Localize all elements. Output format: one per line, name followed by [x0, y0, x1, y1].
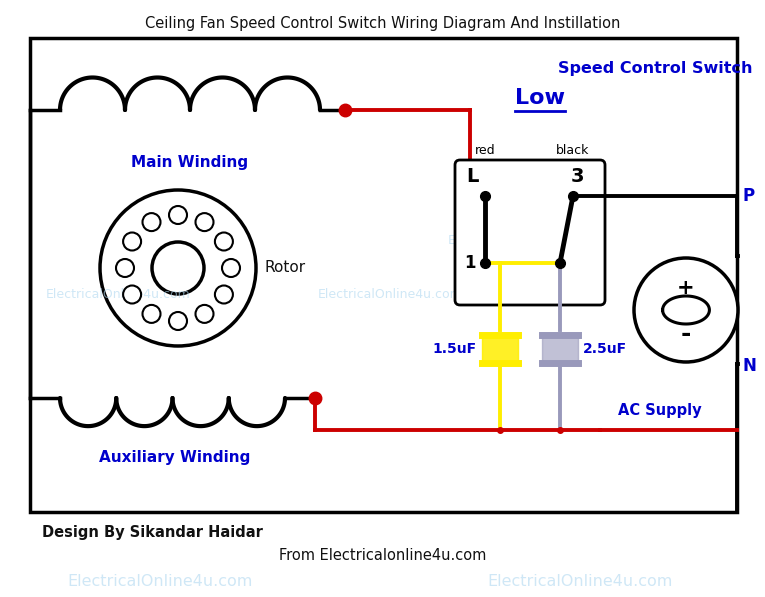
Text: Speed Control Switch: Speed Control Switch — [558, 60, 752, 75]
Text: AC Supply: AC Supply — [618, 402, 702, 417]
Circle shape — [142, 213, 161, 231]
Circle shape — [123, 232, 141, 251]
Text: Main Winding: Main Winding — [132, 155, 249, 170]
Text: ElectricalOnline4u.com: ElectricalOnline4u.com — [46, 288, 190, 301]
Text: +: + — [677, 278, 695, 298]
Text: ElectricalOnline4u.com: ElectricalOnline4u.com — [448, 233, 592, 247]
Circle shape — [169, 312, 187, 330]
Circle shape — [196, 305, 213, 323]
Text: Ceiling Fan Speed Control Switch Wiring Diagram And Instillation: Ceiling Fan Speed Control Switch Wiring … — [145, 16, 620, 31]
Circle shape — [634, 258, 738, 362]
Text: Design By Sikandar Haidar: Design By Sikandar Haidar — [42, 525, 263, 540]
Circle shape — [116, 259, 134, 277]
Circle shape — [123, 285, 141, 303]
Text: Auxiliary Winding: Auxiliary Winding — [99, 450, 251, 465]
Circle shape — [152, 242, 204, 294]
Circle shape — [142, 305, 161, 323]
Text: red: red — [475, 144, 495, 158]
Circle shape — [169, 206, 187, 224]
Text: 1: 1 — [464, 254, 476, 272]
Text: L: L — [466, 168, 478, 186]
Text: black: black — [556, 144, 590, 158]
Circle shape — [222, 259, 240, 277]
FancyBboxPatch shape — [455, 160, 605, 305]
Circle shape — [100, 190, 256, 346]
Circle shape — [196, 213, 213, 231]
Text: Low: Low — [515, 88, 565, 108]
Text: P: P — [743, 187, 755, 205]
Text: -: - — [681, 322, 692, 346]
Circle shape — [215, 285, 233, 303]
Bar — [30, 38, 737, 512]
Text: Rotor: Rotor — [265, 260, 306, 275]
Text: N: N — [743, 357, 757, 375]
Text: ElectricalOnline4u.com: ElectricalOnline4u.com — [487, 574, 672, 589]
Text: 1.5uF: 1.5uF — [433, 342, 477, 356]
Text: ElectricalOnline4u.com: ElectricalOnline4u.com — [67, 574, 252, 589]
Circle shape — [215, 232, 233, 251]
Text: 2.5uF: 2.5uF — [583, 342, 627, 356]
Text: 3: 3 — [570, 168, 584, 186]
Text: From Electricalonline4u.com: From Electricalonline4u.com — [278, 547, 487, 562]
Text: ElectricalOnline4u.com: ElectricalOnline4u.com — [317, 288, 462, 301]
